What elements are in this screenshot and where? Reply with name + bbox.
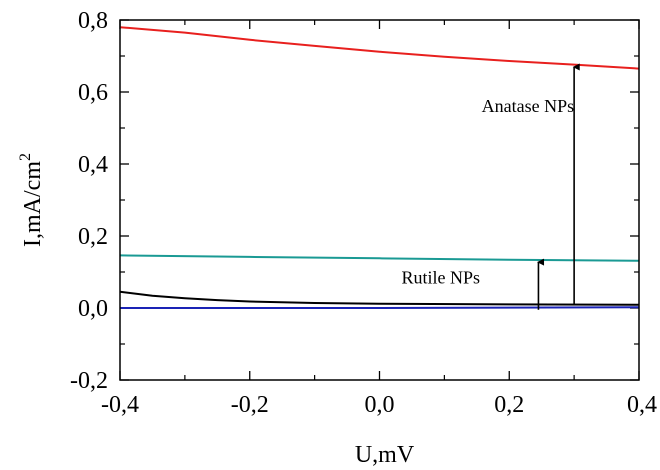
y-tick-label: 0,2 [78, 224, 108, 250]
x-axis-title: U,mV [355, 442, 415, 468]
annotation-layer: Anatase NPs Rutile NPs [402, 63, 580, 310]
series-line-1 [119, 26, 640, 70]
series-line-2 [119, 254, 640, 262]
annotation-label-1: Anatase NPs [482, 96, 575, 116]
y-axis-title: I,mA/cm2 [17, 153, 46, 247]
x-tick-label: -0,4 [101, 392, 139, 418]
y-tick-label: 0,4 [78, 152, 108, 178]
x-tick-label: 0,0 [365, 392, 395, 418]
y-tick-label: -0,2 [70, 368, 108, 394]
y-tick-label: 0,8 [78, 8, 108, 34]
series-layer [119, 26, 640, 309]
y-tick-label: 0,0 [78, 296, 108, 322]
series-line-4 [120, 306, 640, 309]
ticks-layer [119, 19, 640, 381]
series-line-3 [119, 290, 640, 306]
x-tick-label: 0,2 [494, 392, 524, 418]
y-axis-title-superscript: 2 [17, 153, 34, 161]
tick-labels-layer: -0,20,00,20,40,60,8-0,4 -0,2 0,0 0,2 0,4 [70, 8, 657, 418]
plot-frame [119, 19, 640, 381]
annotation-label-2: Rutile NPs [402, 268, 481, 288]
x-tick-label: 0,4 [627, 392, 657, 418]
y-tick-label: 0,6 [78, 80, 108, 106]
x-tick-label: -0,2 [231, 392, 269, 418]
